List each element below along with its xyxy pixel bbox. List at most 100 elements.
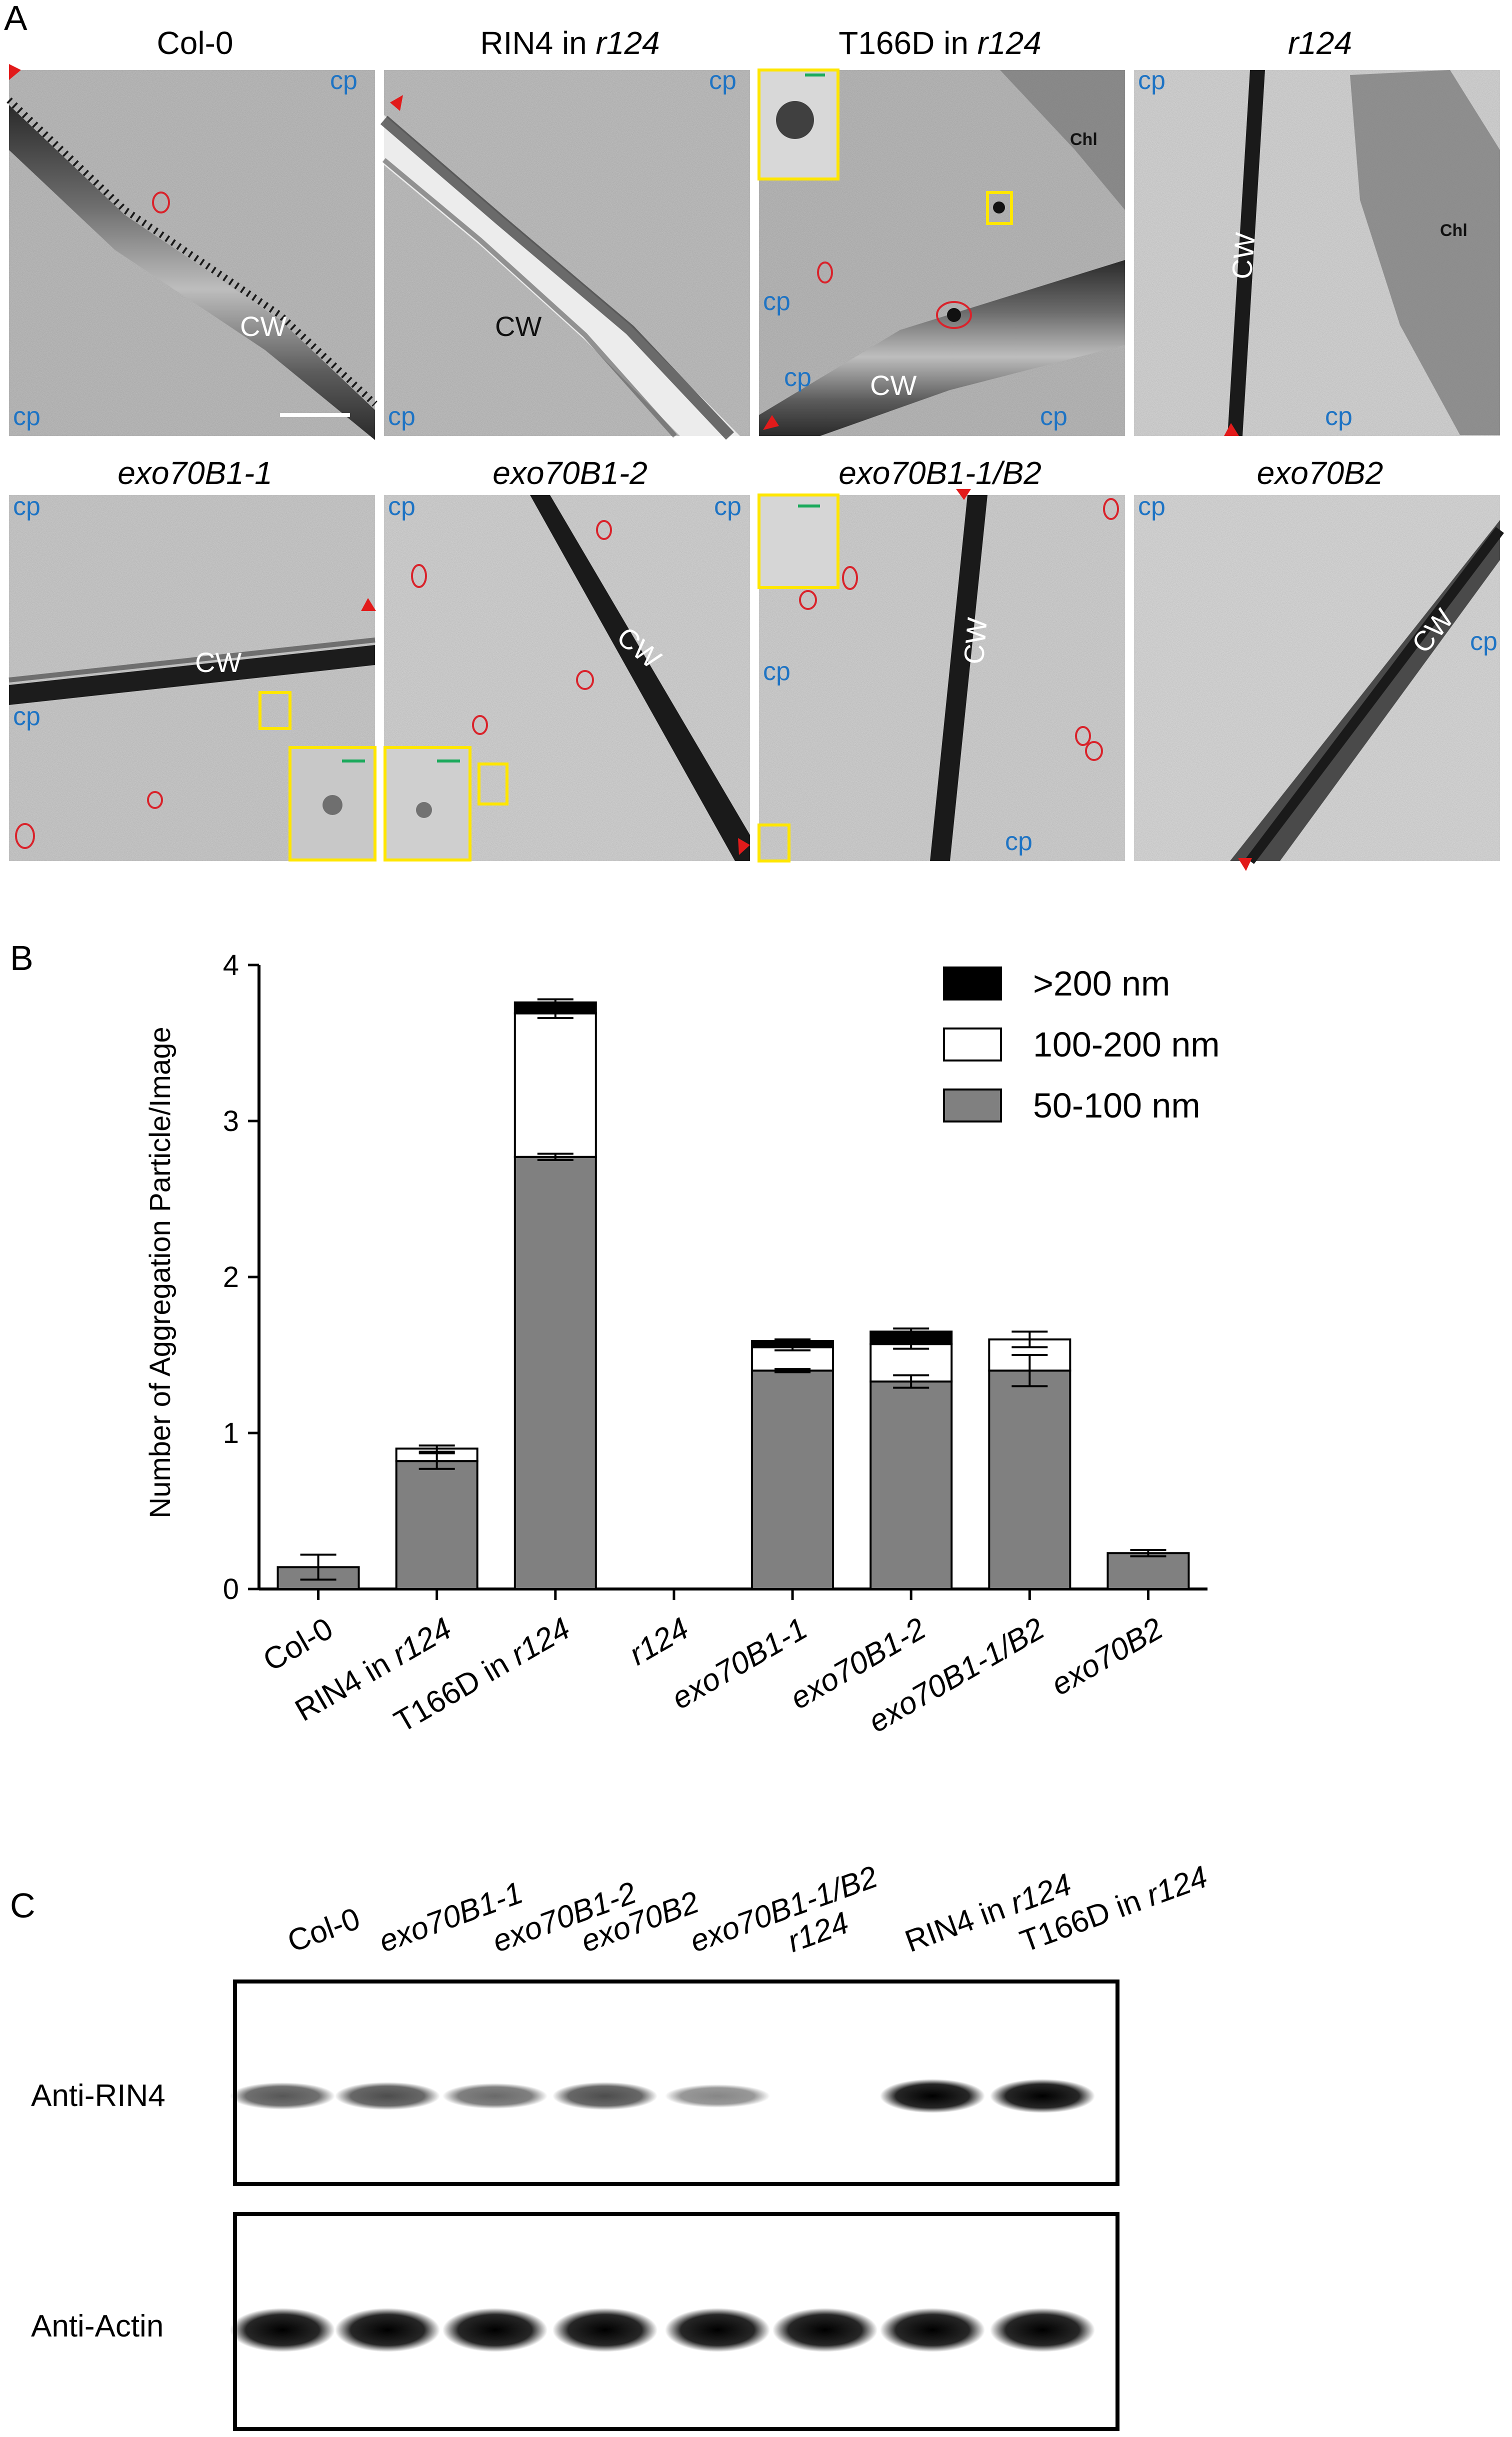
particle-circle xyxy=(1085,741,1103,761)
blot-band xyxy=(880,2079,985,2113)
bar-segment xyxy=(514,1012,597,1158)
y-tick-label: 1 xyxy=(223,1417,239,1450)
svg-text:cp: cp xyxy=(13,702,40,731)
stacked-bar-chart: Number of Aggregation Particle/Image 0 1 2… xyxy=(144,949,1220,1740)
antibody-label-actin: Anti-Actin xyxy=(31,2309,164,2344)
micrograph-title-exo70b1-1: exo70B1-1 xyxy=(118,455,272,491)
arrowhead-marker xyxy=(1238,858,1252,871)
blot-band xyxy=(880,2308,985,2352)
svg-text:cp: cp xyxy=(1005,827,1032,856)
x-category-label: Col-0 xyxy=(258,1611,339,1678)
blot-band xyxy=(990,2308,1095,2352)
arrowhead-marker xyxy=(738,838,750,855)
svg-text:cp: cp xyxy=(1470,627,1498,656)
particle-circle xyxy=(936,301,972,329)
svg-text:CW: CW xyxy=(495,310,542,342)
y-tick-label: 0 xyxy=(223,1573,239,1606)
blot-band xyxy=(665,2308,770,2352)
bar-segment xyxy=(988,1370,1072,1590)
micrograph-title-exo70b2: exo70B2 xyxy=(1257,455,1384,491)
svg-text:cp: cp xyxy=(1138,492,1166,521)
lane-label: exo70B1-1/B2 xyxy=(686,1860,882,1959)
svg-text:cp: cp xyxy=(13,402,40,431)
svg-text:cp: cp xyxy=(330,66,358,95)
svg-text:cp: cp xyxy=(763,287,790,316)
arrowhead-marker xyxy=(763,415,779,430)
svg-text:cp: cp xyxy=(388,492,416,521)
bar-segment xyxy=(395,1460,478,1590)
blot-band xyxy=(772,2308,878,2352)
panel-c-letter: C xyxy=(10,1886,36,1925)
svg-text:cp: cp xyxy=(1040,402,1068,431)
micrograph-col0: cp cp CW xyxy=(6,64,378,440)
particle-circle xyxy=(147,791,163,809)
bar-segment xyxy=(1106,1552,1190,1590)
bar-segment xyxy=(870,1380,953,1590)
legend-swatch xyxy=(943,1028,1002,1062)
particle-circle xyxy=(799,590,817,610)
svg-text:CW: CW xyxy=(958,616,993,666)
svg-text:cp: cp xyxy=(763,657,790,686)
particle-circle xyxy=(842,566,858,590)
svg-text:cp: cp xyxy=(1325,402,1352,431)
svg-text:cp: cp xyxy=(388,402,416,431)
svg-text:cp: cp xyxy=(709,66,736,95)
panel-a-letter: A xyxy=(4,0,28,38)
micrograph-exo70b2: cp cp CW xyxy=(1134,492,1504,871)
svg-text:CW: CW xyxy=(870,370,916,401)
particle-circle xyxy=(15,823,35,849)
micrograph-exo70b1-2: cp cp CW xyxy=(384,492,750,862)
micrograph-rin4: cp cp CW xyxy=(380,66,750,440)
blot-band xyxy=(442,2083,548,2109)
antibody-label-rin4: Anti-RIN4 xyxy=(31,2078,166,2113)
y-tick-label: 2 xyxy=(223,1261,239,1294)
legend-label: 50-100 nm xyxy=(1033,1086,1200,1125)
x-category-label: exo70B2 xyxy=(1046,1611,1168,1702)
svg-text:CW: CW xyxy=(1226,231,1261,280)
arrowhead-marker xyxy=(361,598,376,611)
inset-box xyxy=(758,494,840,589)
inset-box xyxy=(258,691,292,730)
micrograph-title-rin4: RIN4 in r124 xyxy=(480,25,660,61)
micrograph-exo70b1-1: cp cp CW xyxy=(8,492,376,862)
y-tick-label: 3 xyxy=(223,1105,239,1138)
particle-circle xyxy=(152,192,170,214)
blot-rin4 xyxy=(230,1980,1120,2186)
svg-text:CW: CW xyxy=(195,646,242,678)
micrograph-title-col0: Col-0 xyxy=(157,25,234,61)
inset-box xyxy=(758,824,790,862)
legend-swatch xyxy=(943,966,1002,1000)
particle-circle xyxy=(817,262,833,284)
svg-text:cp: cp xyxy=(784,363,812,392)
inset-box xyxy=(986,191,1013,225)
particle-circle xyxy=(576,670,594,690)
micrograph-exo70b1-1b2: cp cp CW xyxy=(758,489,1125,862)
x-category-label: r124 xyxy=(624,1611,694,1672)
y-tick-label: 4 xyxy=(223,949,239,982)
blot-band xyxy=(230,2308,335,2352)
blot-band xyxy=(442,2308,548,2352)
bar-segment xyxy=(751,1370,834,1590)
svg-text:cp: cp xyxy=(1138,66,1166,95)
particle-circle xyxy=(411,564,427,588)
blot-band xyxy=(665,2084,770,2108)
svg-text:cp: cp xyxy=(13,492,40,521)
micrograph-t166d: cp cp cp CW Chl xyxy=(758,68,1125,436)
svg-text:Chl: Chl xyxy=(1070,130,1098,149)
blot-band xyxy=(335,2082,440,2110)
micrograph-title-t166d: T166D in r124 xyxy=(838,25,1042,61)
legend-label: 100-200 nm xyxy=(1033,1025,1220,1064)
blot-actin xyxy=(230,2212,1120,2431)
blot-band xyxy=(990,2079,1095,2113)
micrograph-title-r124: r124 xyxy=(1288,25,1352,61)
micrograph-r124: cp cp CW Chl xyxy=(1134,66,1500,436)
blot-band xyxy=(230,2082,335,2110)
arrowhead-marker xyxy=(9,64,21,80)
svg-text:Chl: Chl xyxy=(1440,221,1468,240)
micrograph-title-exo70b1-1b2: exo70B1-1/B2 xyxy=(838,455,1042,491)
panel-b-letter: B xyxy=(10,938,34,978)
bar-segment xyxy=(514,1156,597,1590)
legend-swatch xyxy=(943,1088,1002,1122)
particle-circle xyxy=(596,520,612,540)
